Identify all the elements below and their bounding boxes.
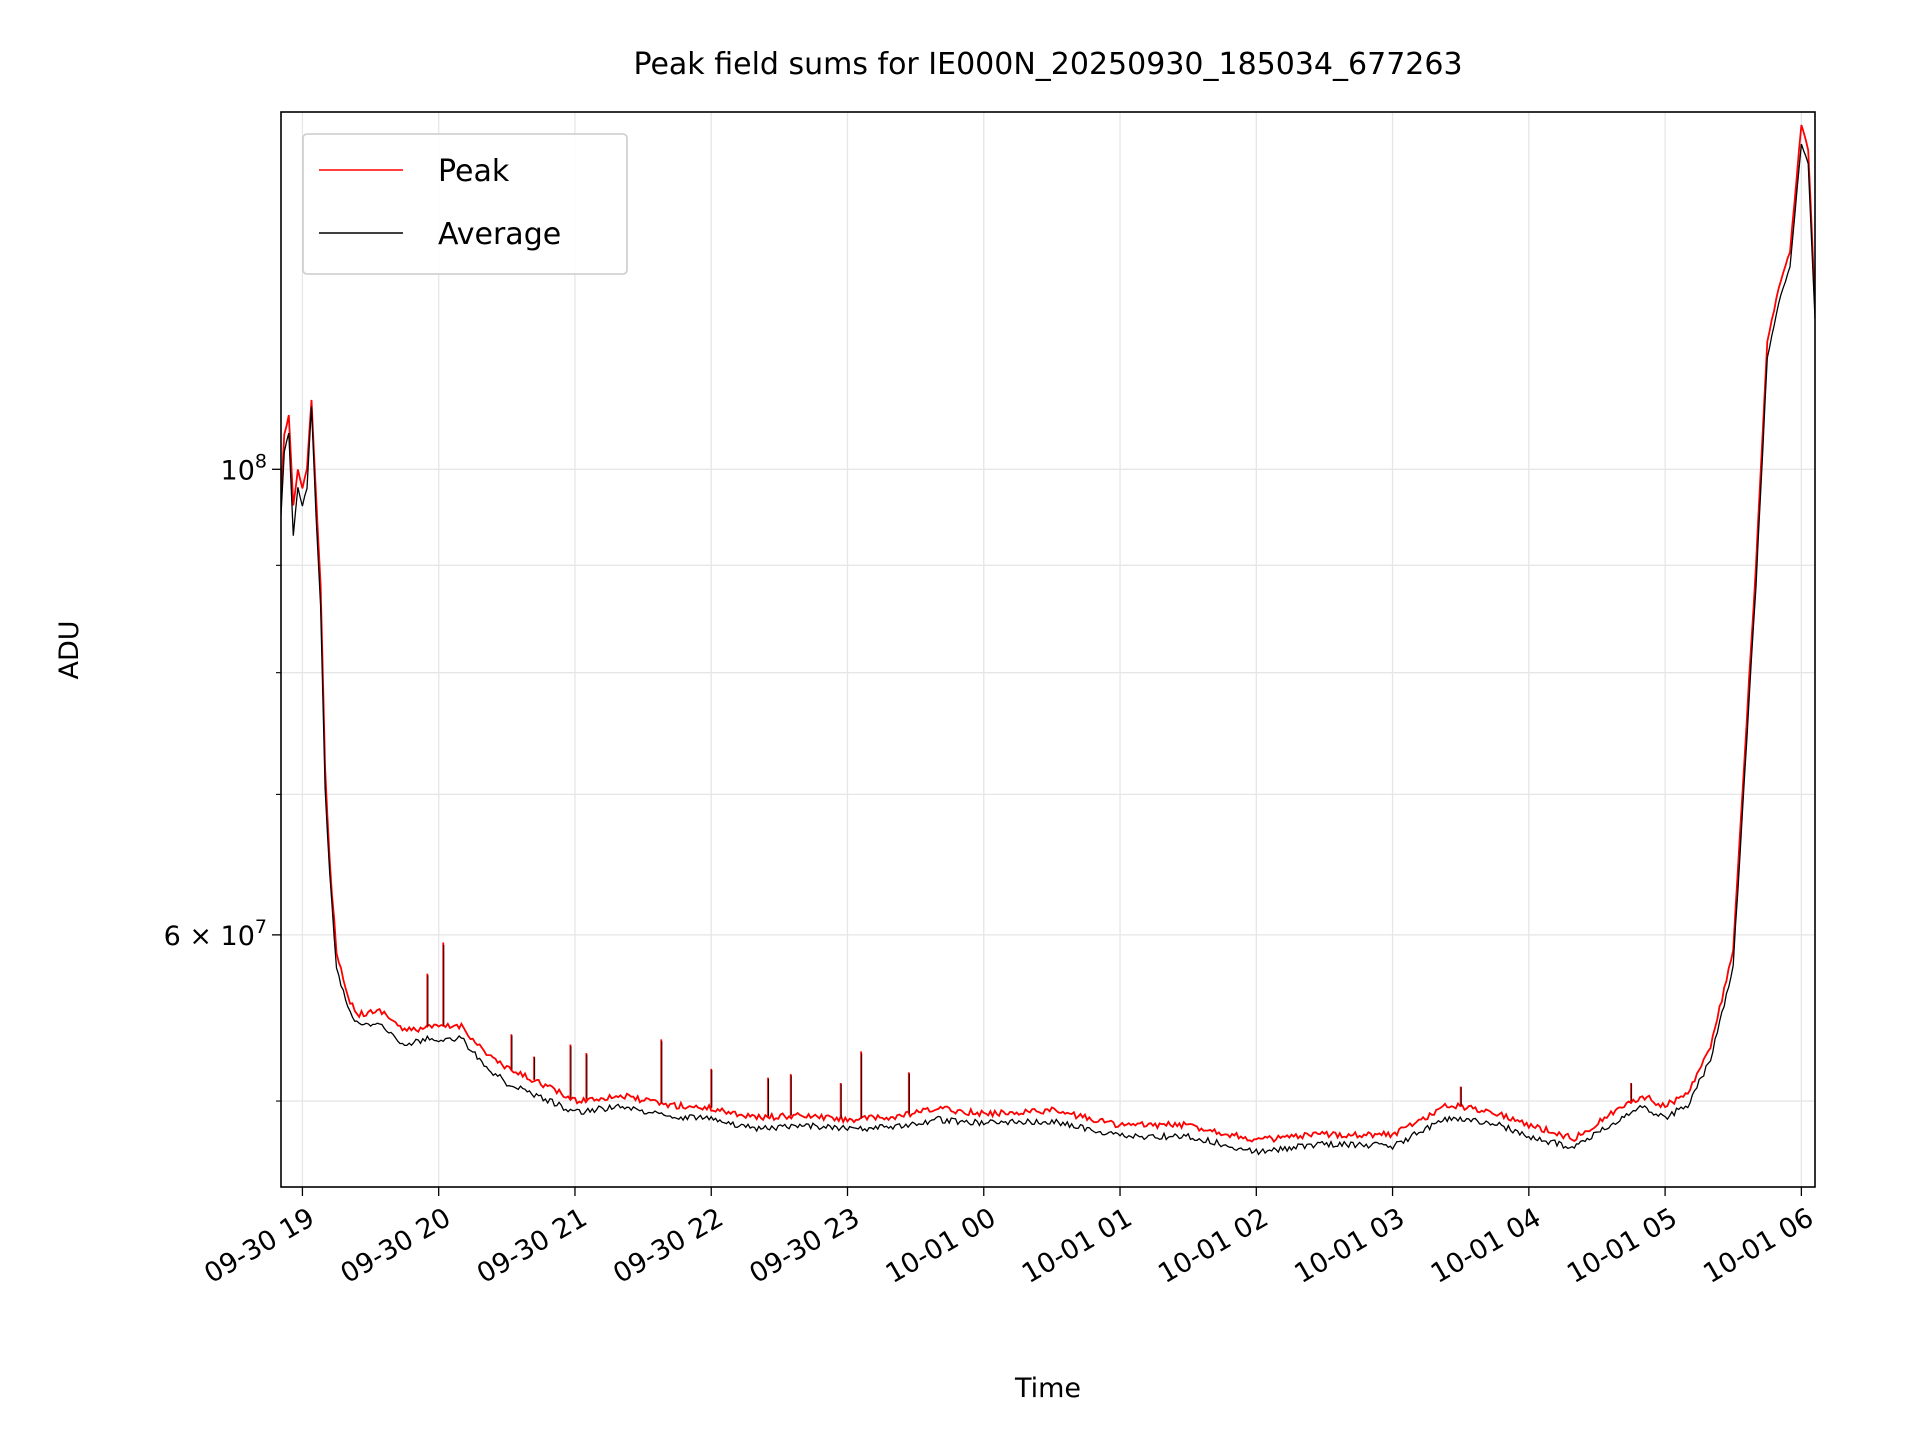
legend-average-label: Average xyxy=(438,217,561,252)
legend-box xyxy=(302,133,628,275)
average-series-line xyxy=(281,143,1815,1156)
chart-title: Peak field sums for IE000N_20250930_1850… xyxy=(633,47,1462,82)
plot-frame xyxy=(280,111,1816,1188)
y-tick-label: 108 xyxy=(221,450,267,486)
legend: Peak Average xyxy=(302,133,628,275)
x-axis-label: Time xyxy=(1014,1373,1081,1404)
plot-area xyxy=(281,124,1815,1156)
y-axis-label: ADU xyxy=(54,620,85,679)
y-axis: 6 × 107 108 xyxy=(164,450,281,1102)
peak-series-line xyxy=(281,124,1815,1144)
y-tick-label: 6 × 107 xyxy=(164,916,267,952)
legend-peak-label: Peak xyxy=(438,154,510,189)
grid xyxy=(281,112,1815,1187)
